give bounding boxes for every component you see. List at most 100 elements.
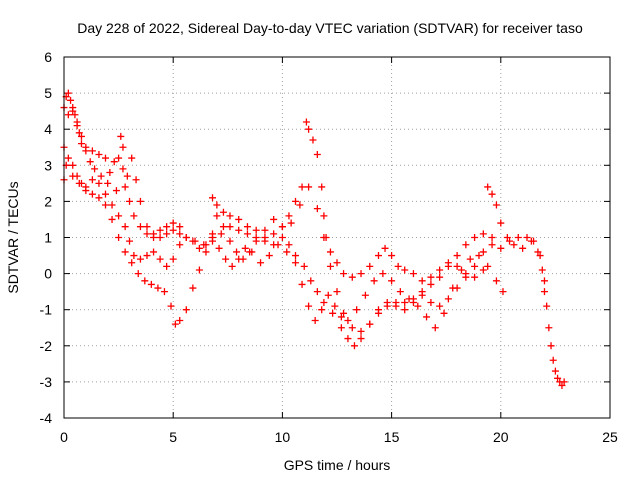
data-point xyxy=(119,165,127,173)
data-point xyxy=(150,230,158,238)
data-point xyxy=(418,291,426,299)
data-point xyxy=(322,234,330,241)
data-point xyxy=(503,234,511,241)
data-point xyxy=(394,262,402,270)
data-point xyxy=(305,183,313,191)
data-point xyxy=(337,324,345,332)
data-point xyxy=(427,273,435,281)
data-point xyxy=(67,96,75,104)
data-point xyxy=(86,158,94,166)
data-point xyxy=(121,248,129,256)
data-point xyxy=(333,288,341,296)
data-point xyxy=(128,154,136,162)
data-point xyxy=(337,313,345,321)
data-point xyxy=(370,277,378,285)
data-point xyxy=(202,241,210,249)
data-point xyxy=(292,197,300,205)
data-point xyxy=(77,140,85,148)
data-point xyxy=(497,244,505,252)
data-point xyxy=(414,302,422,310)
data-point xyxy=(243,223,251,231)
series-track-b xyxy=(60,143,507,332)
data-point xyxy=(331,302,339,310)
data-point xyxy=(374,306,382,314)
x-tick-label: 20 xyxy=(493,429,509,445)
data-point xyxy=(558,382,566,390)
data-point xyxy=(440,309,448,317)
data-point xyxy=(492,201,500,209)
data-point xyxy=(101,190,109,198)
y-tick-label: -4 xyxy=(40,410,53,426)
data-point xyxy=(534,248,542,256)
data-point xyxy=(182,234,190,241)
data-point xyxy=(126,237,134,245)
data-point xyxy=(318,306,326,314)
data-point xyxy=(261,234,269,241)
data-point xyxy=(396,288,404,296)
data-point xyxy=(523,234,531,241)
data-point xyxy=(538,266,546,274)
data-point xyxy=(318,183,326,191)
data-point xyxy=(298,183,306,191)
data-point xyxy=(479,248,487,256)
data-point xyxy=(143,223,151,231)
data-point xyxy=(64,111,72,119)
data-point xyxy=(209,234,217,241)
data-point xyxy=(110,158,118,166)
data-point xyxy=(226,212,234,220)
data-point xyxy=(121,223,129,231)
data-point xyxy=(141,277,149,285)
data-point xyxy=(213,201,221,209)
data-point xyxy=(88,147,96,155)
data-point xyxy=(112,187,120,195)
data-point xyxy=(344,317,352,325)
data-point xyxy=(160,288,168,296)
data-point xyxy=(418,277,426,285)
data-point xyxy=(305,302,313,310)
x-tick-label: 5 xyxy=(169,429,177,445)
data-point xyxy=(527,237,535,245)
data-point xyxy=(128,259,136,267)
data-point xyxy=(95,194,103,202)
x-tick-label: 15 xyxy=(384,429,400,445)
data-point xyxy=(171,320,179,328)
data-point xyxy=(217,230,225,238)
data-point xyxy=(252,237,260,245)
y-tick-label: -2 xyxy=(40,338,53,354)
data-point xyxy=(257,259,265,267)
x-tick-label: 0 xyxy=(60,429,68,445)
data-point xyxy=(340,309,348,317)
data-point xyxy=(167,302,175,310)
data-point xyxy=(130,212,138,220)
data-point xyxy=(436,302,444,310)
y-tick-label: 2 xyxy=(44,193,52,209)
data-point xyxy=(409,270,417,278)
data-point xyxy=(243,230,251,238)
axes-layer: 0 5 10 15 20 25 -4 -3 -2 -1 0 1 2 3 4 5 6 xyxy=(40,49,618,445)
data-point xyxy=(270,230,278,238)
data-point xyxy=(554,374,562,382)
data-point xyxy=(235,226,243,234)
data-point xyxy=(226,237,234,245)
y-tick-label: -3 xyxy=(40,374,53,390)
data-point xyxy=(292,259,300,267)
data-point xyxy=(499,288,507,296)
data-point xyxy=(471,234,479,241)
data-point xyxy=(150,248,158,256)
data-point xyxy=(73,122,81,130)
data-point xyxy=(401,306,409,314)
data-point xyxy=(176,230,184,238)
data-point xyxy=(357,327,365,335)
data-point xyxy=(405,295,413,303)
data-point xyxy=(536,252,544,260)
data-point xyxy=(136,223,144,231)
series-track-a xyxy=(60,89,496,335)
data-point xyxy=(484,183,492,191)
data-point xyxy=(292,252,300,260)
data-point xyxy=(195,244,203,252)
data-point xyxy=(401,298,409,306)
data-point xyxy=(313,288,321,296)
data-point xyxy=(350,342,358,350)
data-point xyxy=(549,356,557,364)
